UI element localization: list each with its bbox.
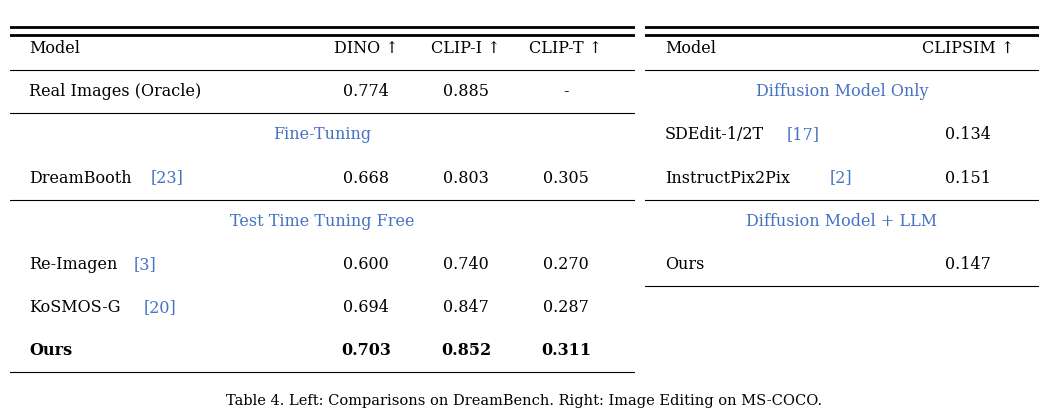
- Text: 0.287: 0.287: [543, 299, 588, 316]
- Text: [3]: [3]: [133, 256, 156, 273]
- Text: Test Time Tuning Free: Test Time Tuning Free: [231, 213, 414, 229]
- Text: CLIPSIM ↑: CLIPSIM ↑: [922, 40, 1013, 57]
- Text: [20]: [20]: [144, 299, 176, 316]
- Text: 0.147: 0.147: [945, 256, 990, 273]
- Text: Model: Model: [29, 40, 80, 57]
- Text: Re-Imagen: Re-Imagen: [29, 256, 117, 273]
- Text: Ours: Ours: [29, 342, 72, 359]
- Text: Model: Model: [665, 40, 715, 57]
- Text: SDEdit-1/2T: SDEdit-1/2T: [665, 126, 764, 143]
- Text: 0.885: 0.885: [443, 84, 489, 101]
- Text: InstructPix2Pix: InstructPix2Pix: [665, 170, 790, 187]
- Text: Table 4. Left: Comparisons on DreamBench. Right: Image Editing on MS-COCO.: Table 4. Left: Comparisons on DreamBench…: [227, 394, 822, 408]
- Text: -: -: [563, 84, 569, 101]
- Text: Fine-Tuning: Fine-Tuning: [274, 126, 371, 143]
- Text: Diffusion Model + LLM: Diffusion Model + LLM: [746, 213, 938, 229]
- Text: 0.151: 0.151: [945, 170, 990, 187]
- Text: 0.703: 0.703: [341, 342, 391, 359]
- Text: 0.305: 0.305: [543, 170, 588, 187]
- Text: 0.311: 0.311: [541, 342, 591, 359]
- Text: 0.852: 0.852: [441, 342, 491, 359]
- Text: 0.740: 0.740: [444, 256, 489, 273]
- Text: CLIP-T ↑: CLIP-T ↑: [530, 40, 602, 57]
- Text: DreamBooth: DreamBooth: [29, 170, 132, 187]
- Text: [2]: [2]: [830, 170, 853, 187]
- Text: CLIP-I ↑: CLIP-I ↑: [431, 40, 500, 57]
- Text: 0.134: 0.134: [945, 126, 990, 143]
- Text: 0.774: 0.774: [343, 84, 389, 101]
- Text: Diffusion Model Only: Diffusion Model Only: [755, 84, 928, 101]
- Text: Ours: Ours: [665, 256, 704, 273]
- Text: 0.600: 0.600: [343, 256, 389, 273]
- Text: KoSMOS-G: KoSMOS-G: [29, 299, 121, 316]
- Text: [23]: [23]: [151, 170, 184, 187]
- Text: Real Images (Oracle): Real Images (Oracle): [29, 84, 201, 101]
- Text: 0.847: 0.847: [443, 299, 489, 316]
- Text: 0.270: 0.270: [543, 256, 588, 273]
- Text: 0.694: 0.694: [343, 299, 389, 316]
- Text: 0.803: 0.803: [443, 170, 489, 187]
- Text: [17]: [17]: [787, 126, 819, 143]
- Text: 0.668: 0.668: [343, 170, 389, 187]
- Text: DINO ↑: DINO ↑: [334, 40, 399, 57]
